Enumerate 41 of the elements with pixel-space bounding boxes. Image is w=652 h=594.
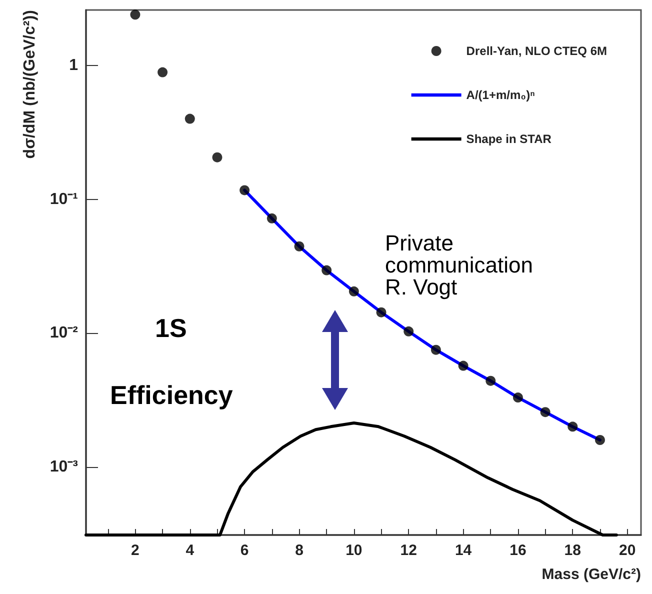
point bbox=[376, 307, 386, 318]
point bbox=[404, 326, 414, 336]
legend-label: A/(1+m/m₀)ⁿ bbox=[466, 88, 536, 102]
x-tick-label: 18 bbox=[564, 542, 581, 559]
x-tick-label: 4 bbox=[186, 542, 195, 559]
y-tick-label: 10⁻¹ bbox=[50, 190, 78, 208]
x-tick-label: 14 bbox=[454, 542, 472, 559]
x-tick-label: 2 bbox=[131, 542, 140, 559]
y-tick-label: 1 bbox=[69, 57, 78, 74]
x-tick-label: 12 bbox=[400, 542, 417, 559]
point bbox=[486, 376, 496, 386]
point bbox=[595, 434, 605, 445]
annotation: Private communication R. Vogt bbox=[385, 230, 540, 300]
point bbox=[512, 392, 523, 403]
point bbox=[240, 185, 250, 196]
legend-label: Drell-Yan, NLO CTEQ 6M bbox=[466, 44, 608, 58]
x-tick-label: 8 bbox=[295, 542, 304, 559]
point bbox=[158, 67, 168, 78]
annotation: Efficiency bbox=[110, 380, 234, 410]
x-axis-title: Mass (GeV/c²) bbox=[542, 566, 641, 583]
x-tick-label: 6 bbox=[240, 542, 249, 559]
legend-label: Shape in STAR bbox=[466, 132, 552, 146]
annotation: 1S bbox=[155, 313, 187, 343]
point bbox=[130, 10, 140, 20]
point bbox=[430, 344, 441, 355]
point bbox=[266, 213, 277, 224]
x-tick-label: 10 bbox=[346, 542, 362, 559]
point bbox=[568, 422, 578, 432]
x-tick-label: 16 bbox=[510, 542, 526, 559]
y-tick-label: 10⁻³ bbox=[50, 458, 78, 476]
y-axis-title: dσ/dM (nb/(GeV/c²)) bbox=[22, 10, 38, 159]
y-tick-label: 10⁻² bbox=[50, 324, 78, 342]
point bbox=[212, 152, 222, 162]
line-series bbox=[84, 422, 618, 536]
x-tick-label: 20 bbox=[618, 542, 636, 559]
point bbox=[348, 286, 359, 296]
point bbox=[294, 241, 304, 252]
point bbox=[458, 360, 468, 371]
point bbox=[322, 265, 332, 276]
point bbox=[540, 407, 550, 418]
point bbox=[184, 114, 195, 124]
